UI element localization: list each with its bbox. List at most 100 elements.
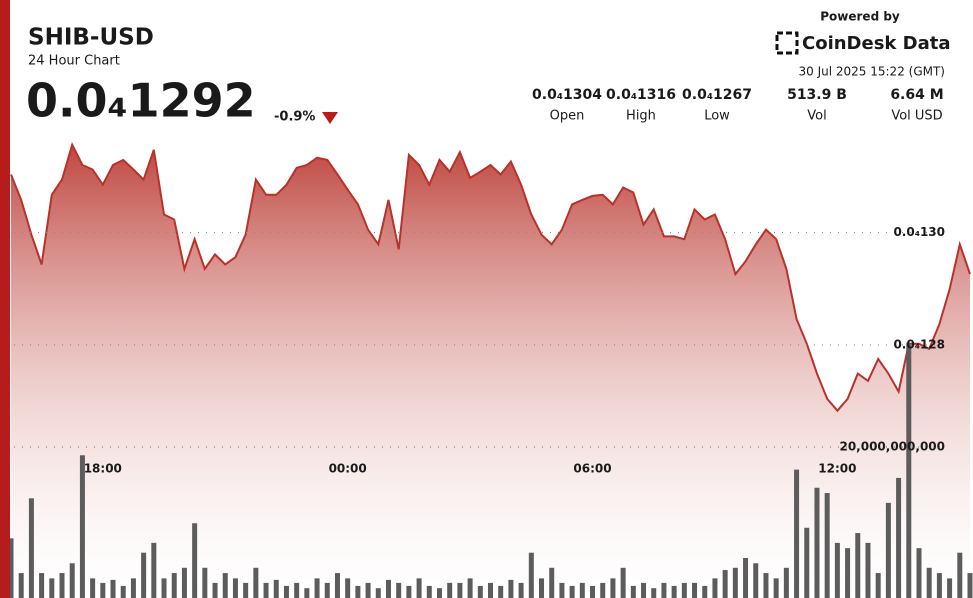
volume-bar xyxy=(763,573,769,598)
volume-bar xyxy=(600,582,606,598)
stat-label: Vol USD xyxy=(891,109,942,124)
volume-bar xyxy=(385,579,391,598)
volume-bar xyxy=(141,552,147,598)
volume-bar xyxy=(569,585,575,598)
volume-bar xyxy=(702,585,708,598)
volume-bar xyxy=(406,585,412,598)
volume-bar xyxy=(794,469,800,598)
plot xyxy=(8,141,973,598)
volume-bar xyxy=(814,487,820,598)
volume-bar xyxy=(304,588,310,598)
volume-bar xyxy=(753,563,759,598)
volume-bar xyxy=(334,573,340,598)
volume-bar xyxy=(834,542,840,598)
volume-bar xyxy=(263,582,269,598)
x-tick-label: 18:00 xyxy=(84,462,122,476)
volume-bar xyxy=(222,573,228,598)
volume-bar xyxy=(712,578,718,598)
volume-bar xyxy=(39,573,45,598)
volume-bar xyxy=(324,582,330,598)
volume-bar xyxy=(375,588,381,598)
volume-bar xyxy=(783,567,789,598)
volume-bar xyxy=(283,585,289,598)
volume-bar xyxy=(936,573,942,598)
down-arrow xyxy=(322,112,338,124)
volume-bar xyxy=(345,578,351,598)
brand: CoinDesk Data xyxy=(802,33,951,54)
volume-bar xyxy=(447,582,453,598)
volume-bar xyxy=(202,567,208,598)
volume-bar xyxy=(181,567,187,598)
volume-bar xyxy=(651,588,657,598)
volume-bar xyxy=(426,585,432,598)
stat-label: Low xyxy=(704,109,730,124)
volume-bar xyxy=(671,585,677,598)
x-tick-label: 12:00 xyxy=(818,462,856,476)
volume-bar xyxy=(549,567,555,598)
price-line xyxy=(10,141,971,413)
volume-bar xyxy=(559,582,565,598)
volume-bar xyxy=(477,585,483,598)
volume-bar xyxy=(120,585,126,598)
powered-by: Powered by xyxy=(820,10,900,24)
volume-bar xyxy=(161,578,167,598)
stat-label: Vol xyxy=(807,109,826,124)
volume-bar xyxy=(926,567,932,598)
volume-bar xyxy=(855,533,861,598)
volume-bar xyxy=(610,578,616,598)
volume-bar xyxy=(243,582,249,598)
chart-subtitle: 24 Hour Chart xyxy=(28,54,120,69)
volume-bar xyxy=(151,542,157,598)
chart-title: SHIB-USD xyxy=(28,25,154,51)
volume-bar xyxy=(661,582,667,598)
volume-bar xyxy=(722,570,728,598)
volume-bar xyxy=(253,567,259,598)
volume-bar xyxy=(18,573,24,598)
volume-bar xyxy=(528,552,534,598)
volume-bar xyxy=(681,582,687,598)
volume-bar xyxy=(804,527,810,598)
volume-bar xyxy=(579,582,585,598)
volume-bar xyxy=(906,342,912,598)
stat-label: High xyxy=(626,109,656,124)
volume-bar xyxy=(498,585,504,598)
stat-value: 513.9 B xyxy=(787,87,847,103)
volume-bar xyxy=(100,582,106,598)
volume-bar xyxy=(865,542,871,598)
volume-bar xyxy=(90,578,96,598)
volume-bar xyxy=(49,578,55,598)
volume-bar xyxy=(630,585,636,598)
timestamp: 30 Jul 2025 15:22 (GMT) xyxy=(799,65,945,79)
volume-bar xyxy=(539,578,545,598)
volume-bar xyxy=(692,582,698,598)
volume-bar xyxy=(957,552,963,598)
y-tick-label: 0.0₄128 xyxy=(893,337,945,351)
volume-bar xyxy=(845,548,851,598)
stat-value: 6.64 M xyxy=(890,87,943,103)
stat-value: 0.0₄1304 xyxy=(532,87,602,103)
accent-bar xyxy=(0,0,10,598)
volume-bar xyxy=(212,582,218,598)
volume-bar xyxy=(8,538,14,598)
volume-bar xyxy=(396,582,402,598)
volume-bar xyxy=(518,582,524,598)
volume-bar xyxy=(885,502,891,598)
volume-bar xyxy=(488,582,493,598)
volume-bar xyxy=(294,582,300,598)
volume-bar xyxy=(192,523,198,598)
price: 0.0₄1292 xyxy=(26,74,256,128)
y-tick-label: 0.0₄130 xyxy=(893,225,945,239)
volume-bar xyxy=(947,578,953,598)
volume-bar xyxy=(365,582,371,598)
volume-bar xyxy=(620,567,626,598)
volume-bar xyxy=(314,578,320,598)
y2-tick-label: 20,000,000,000 xyxy=(839,439,945,453)
x-tick-label: 00:00 xyxy=(329,462,367,476)
volume-bar xyxy=(130,578,136,598)
volume-bar xyxy=(732,567,738,598)
volume-bar xyxy=(355,585,361,598)
volume-bar xyxy=(508,579,514,598)
volume-bar xyxy=(171,573,177,598)
volume-bar xyxy=(273,579,279,598)
